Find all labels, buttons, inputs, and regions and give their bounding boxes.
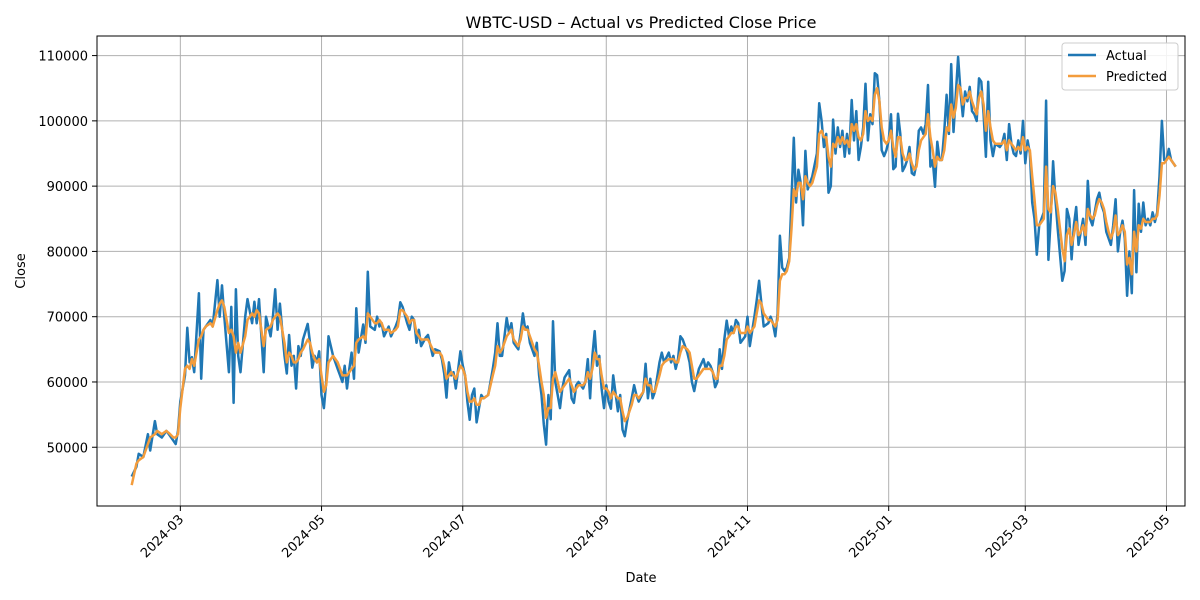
y-tick-label: 80000 [47, 245, 88, 260]
legend: Actual Predicted [1062, 43, 1178, 90]
legend-label-predicted: Predicted [1106, 70, 1167, 85]
y-tick-label: 110000 [38, 50, 88, 65]
y-tick-label: 90000 [47, 180, 88, 195]
x-axis-title: Date [625, 571, 656, 586]
chart-title: WBTC-USD – Actual vs Predicted Close Pri… [466, 13, 817, 32]
y-axis-title: Close [14, 253, 29, 288]
y-tick-label: 100000 [38, 115, 88, 130]
y-tick-label: 70000 [47, 311, 88, 326]
legend-label-actual: Actual [1106, 49, 1147, 64]
y-tick-label: 50000 [47, 441, 88, 456]
y-tick-label: 60000 [47, 376, 88, 391]
